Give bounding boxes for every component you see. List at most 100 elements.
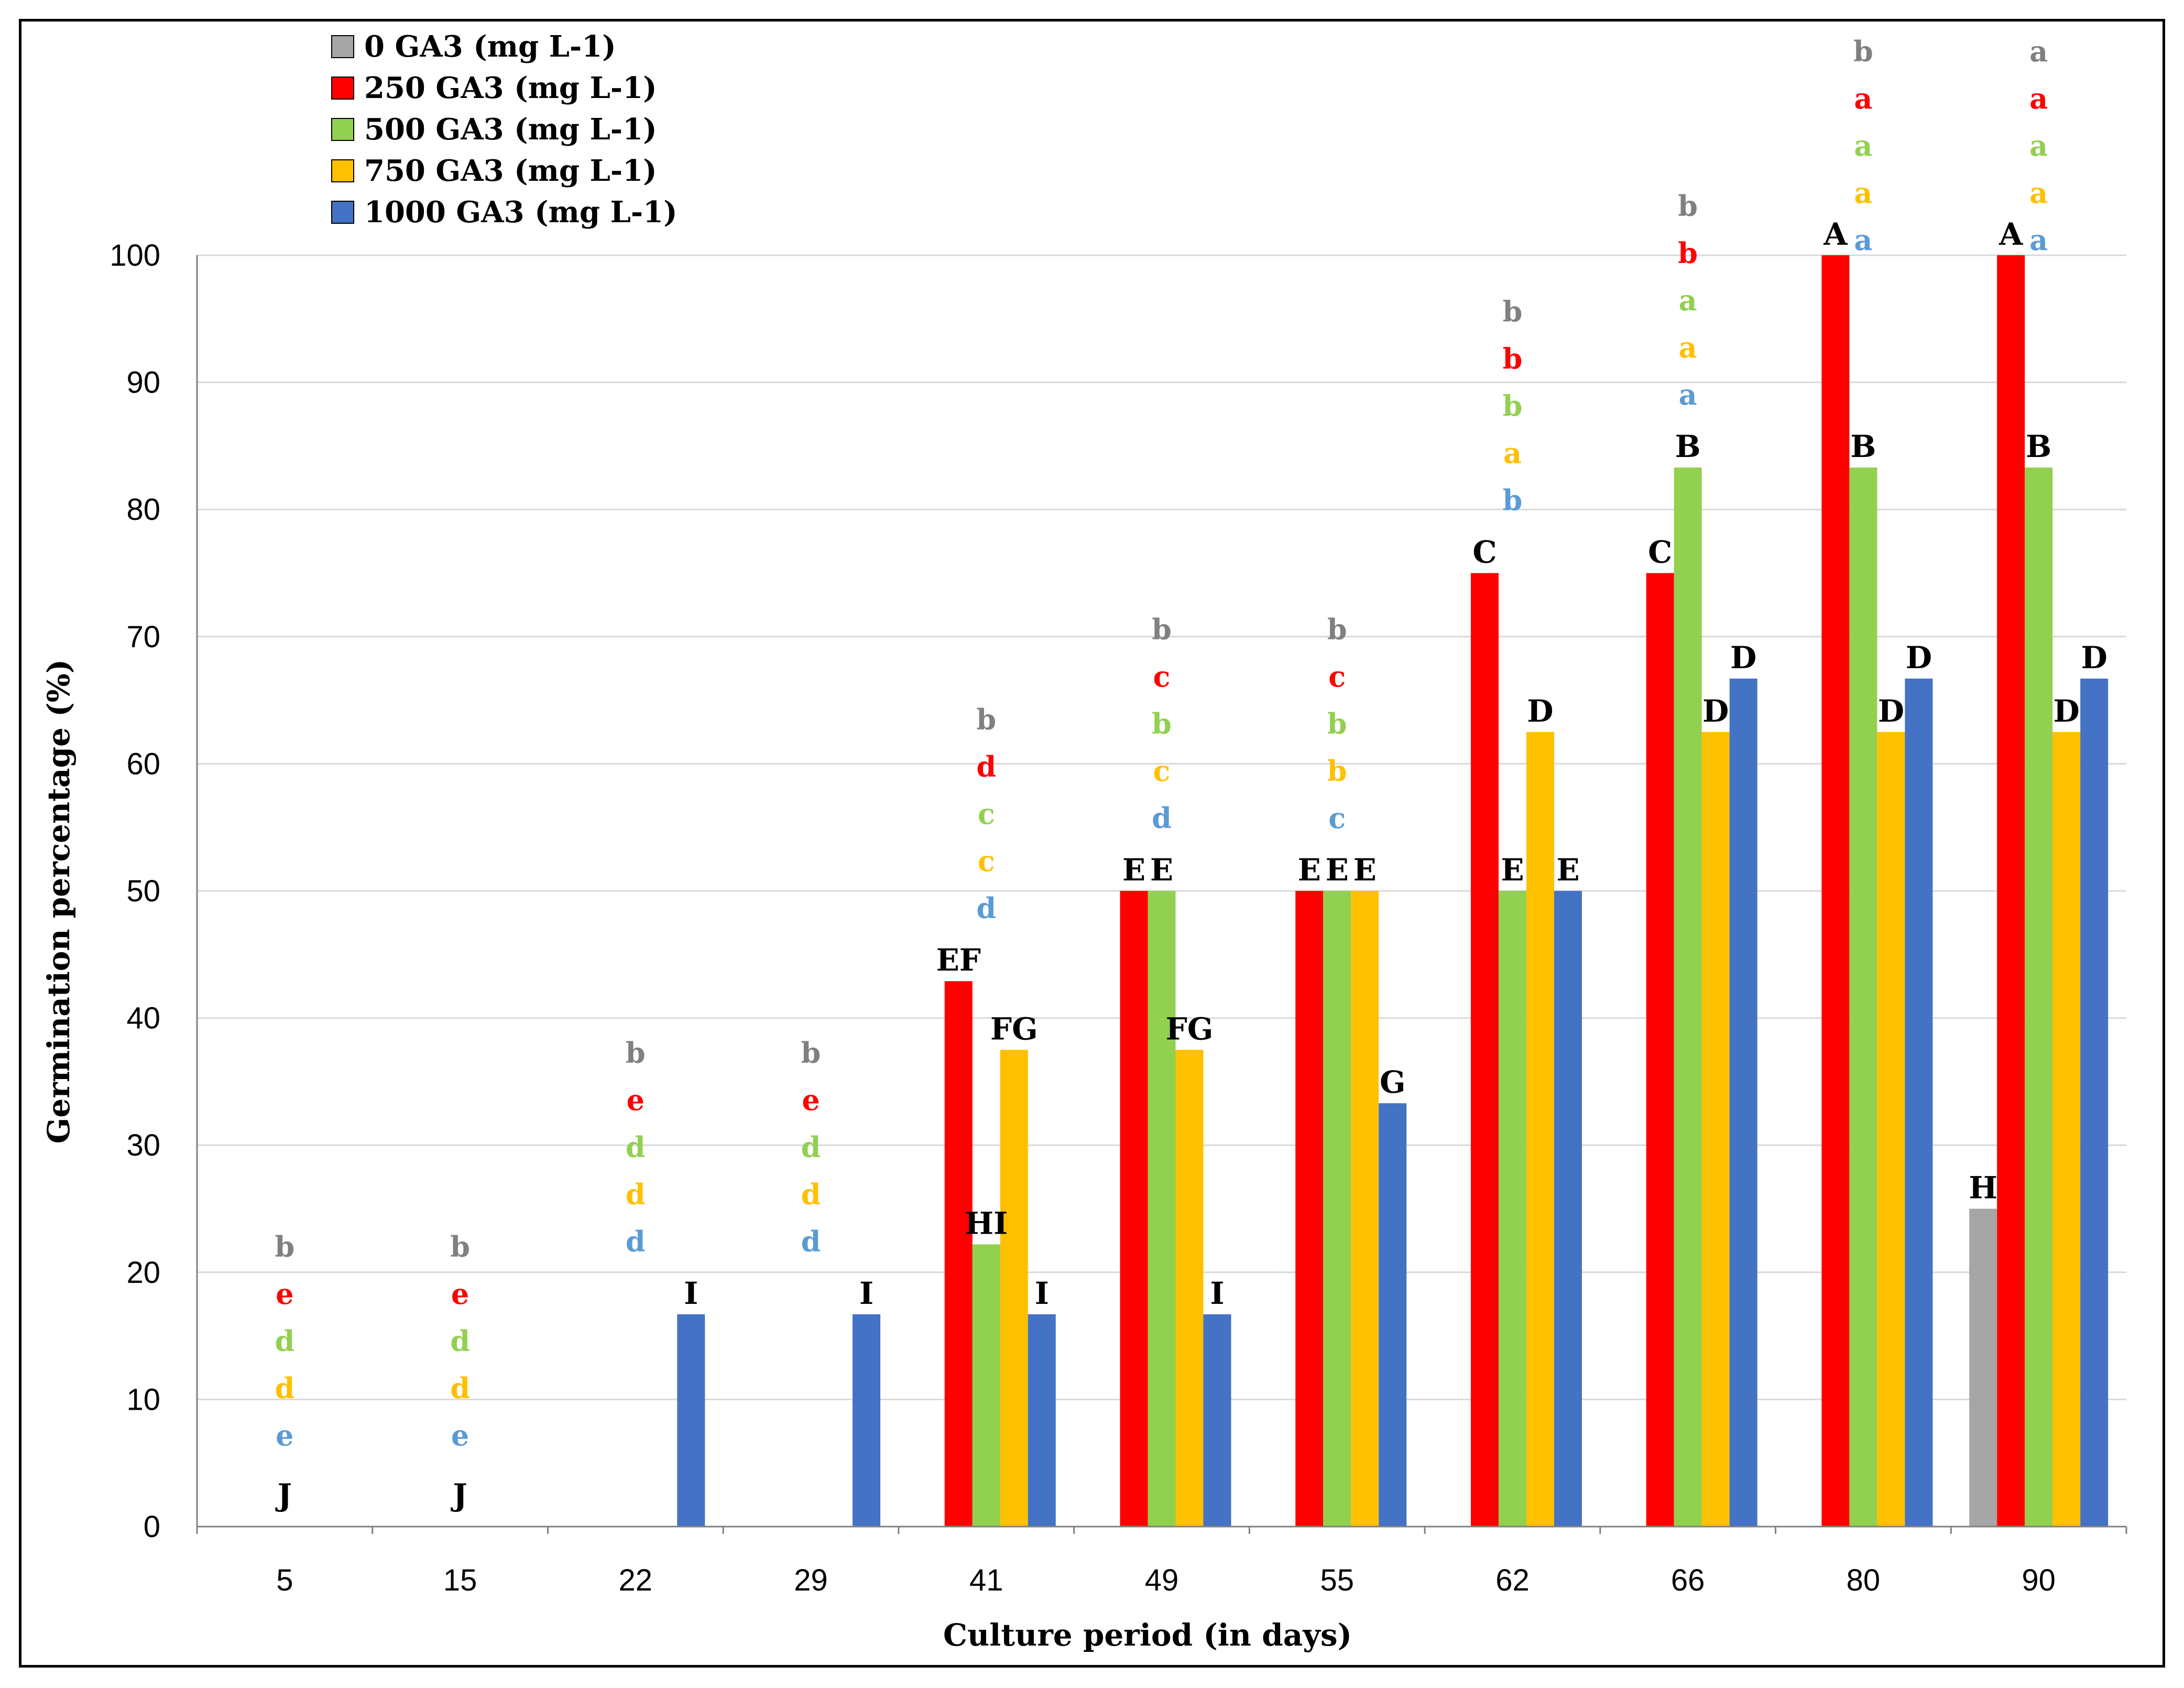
significance-letter: b [1152,613,1172,646]
bar [1498,891,1526,1527]
legend-swatch [331,201,354,224]
y-tick-label: 50 [126,874,160,908]
bar-label: E [1353,852,1377,888]
significance-letter: e [276,1419,293,1452]
bar [944,981,973,1527]
significance-letter: d [275,1324,294,1358]
y-axis-ticks: 0 10 20 30 40 50 60 70 80 90 100 [110,238,160,1544]
significance-letter: c [1153,660,1171,693]
significance-letter: b [976,703,996,736]
significance-letter: b [801,1036,821,1070]
y-tick-label: 60 [126,747,160,781]
x-tick-label: 90 [2022,1563,2056,1597]
bar [1729,678,1757,1527]
significance-letter: b [450,1230,470,1264]
significance-letter: a [2029,223,2048,257]
bar-label: E [1556,852,1579,888]
bar [1849,467,1877,1527]
significance-letter: b [1327,613,1347,646]
legend-swatch [331,77,354,100]
significance-letter: b [1678,189,1698,223]
legend-label: 0 GA3 (mg L-1) [364,29,616,64]
legend-label: 500 GA3 (mg L-1) [364,112,657,147]
legend-swatch [331,35,354,58]
x-tick-label: 22 [619,1563,653,1597]
bar-label: D [1527,693,1553,729]
significance-letter: e [451,1419,469,1452]
y-tick-label: 10 [126,1382,160,1417]
legend-label: 750 GA3 (mg L-1) [364,154,657,188]
significance-letter: b [275,1230,294,1264]
bar-label: E [1150,852,1173,888]
significance-letter: a [1679,284,1697,317]
bar [1646,573,1674,1527]
bar [1526,732,1554,1527]
bar-label: J [275,1477,292,1513]
legend: 0 GA3 (mg L-1) 250 GA3 (mg L-1) 500 GA3 (m… [331,29,678,230]
significance-letter: e [802,1083,820,1117]
bar-label: I [1210,1276,1224,1311]
significance-letter: e [276,1277,293,1311]
significance-letter: a [1854,176,1872,210]
significance-letter: a [2029,35,2048,68]
significance-letter: a [1854,223,1872,257]
bar [1969,1208,1997,1527]
bar-label: D [1730,640,1756,676]
chart-frame [19,19,2165,1668]
bar [2052,732,2081,1527]
bar [1028,1314,1056,1527]
bar-label: D [2053,693,2079,729]
significance-letter: a [2029,82,2048,115]
bar-label: A [1823,216,1848,252]
significance-letters: beddebeddebedddbedddbdccdbcbcdbcbbcbbbab… [275,35,2048,1452]
bar-label: E [1501,852,1524,888]
bar [1351,891,1379,1527]
significance-letter: d [801,1225,821,1258]
bar [1997,255,2025,1527]
bar [1877,732,1905,1527]
bar [1554,891,1582,1527]
bar-label: I [859,1276,873,1311]
bar-label: EF [936,942,981,978]
significance-letter: a [1679,378,1697,411]
significance-letter: a [1679,331,1697,364]
bar-label: E [1298,852,1321,888]
bar-label: E [1326,852,1349,888]
bar-label: D [1906,640,1932,676]
bar [1323,891,1351,1527]
significance-letter: d [976,750,996,783]
y-tick-label: 70 [126,620,160,654]
bar [1905,678,1933,1527]
y-axis-title: Germination percentage (%) [41,659,77,1144]
significance-letter: e [627,1083,645,1117]
x-tick-label: 66 [1671,1563,1705,1597]
y-tick-label: 40 [126,1001,160,1036]
bar-label: HI [965,1205,1008,1241]
significance-letter: a [1854,82,1872,115]
significance-letter: a [1854,129,1872,162]
x-tick-label: 62 [1495,1563,1530,1597]
significance-letter: b [1503,295,1523,329]
x-tick-label: 29 [794,1563,828,1597]
y-tick-label: 80 [126,493,160,527]
significance-letter: b [1327,754,1347,788]
y-tick-label: 100 [110,238,160,273]
y-tick-label: 0 [144,1510,160,1544]
y-tick-label: 30 [126,1128,160,1162]
bar-label: D [2081,640,2107,676]
bar-label: I [1035,1276,1049,1311]
significance-letter: d [1152,801,1172,835]
x-tick-label: 55 [1320,1563,1354,1597]
significance-letter: e [451,1277,469,1311]
bars [677,255,2109,1527]
significance-letter: d [275,1371,294,1405]
significance-letter: d [801,1130,821,1164]
x-tick-label: 49 [1145,1563,1179,1597]
significance-letter: d [801,1178,821,1211]
x-axis-title: Culture period (in days) [943,1617,1352,1653]
bar-label: C [1648,535,1672,570]
significance-letter: b [626,1036,646,1070]
x-tick-label: 41 [969,1563,1003,1597]
bar [1821,255,1850,1527]
bar [1203,1314,1231,1527]
